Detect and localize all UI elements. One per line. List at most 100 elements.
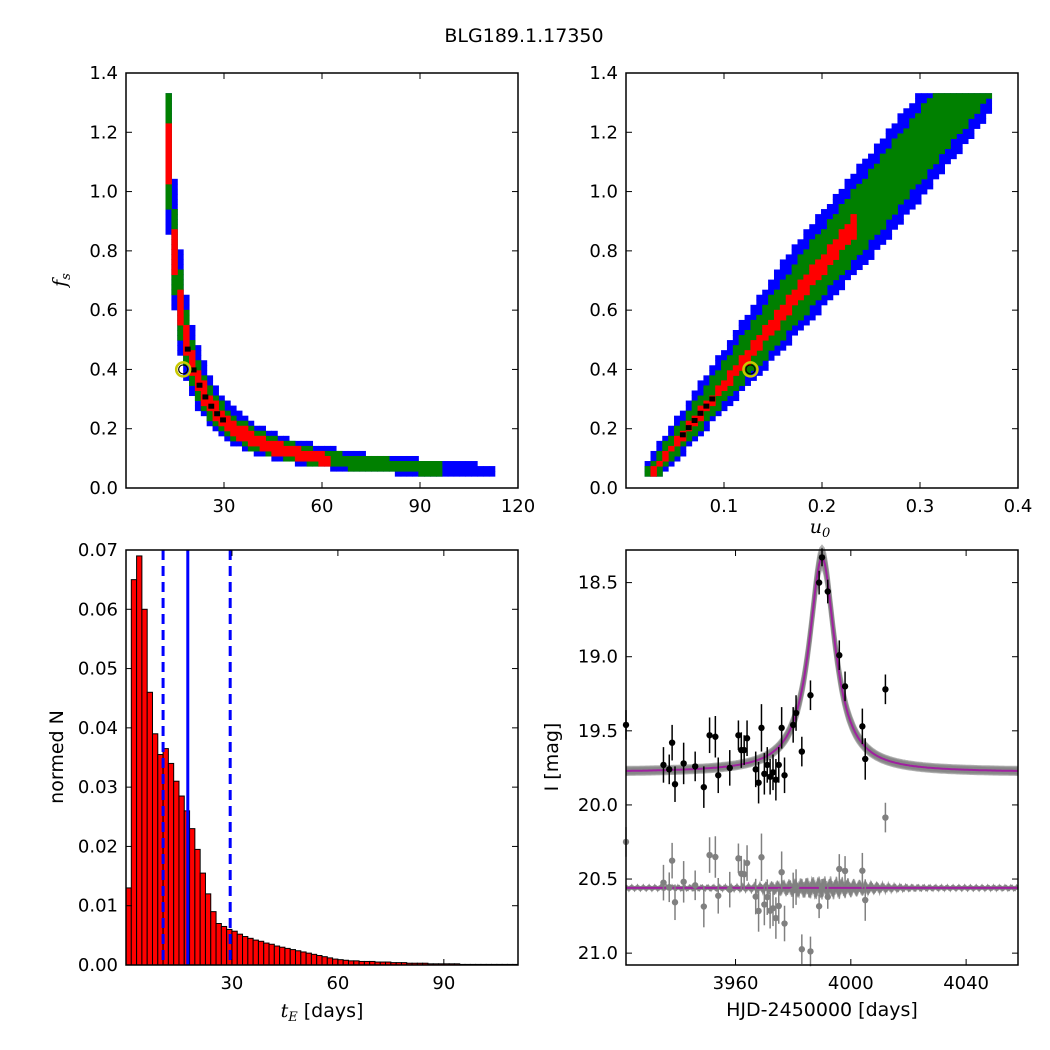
x-axis-label: HJD-2450000 [days] xyxy=(726,999,918,1021)
contour-3sigma-cell xyxy=(189,324,196,331)
residual-point xyxy=(841,867,849,875)
contour-2sigma-cell xyxy=(832,229,840,235)
contour-1sigma-cell xyxy=(277,445,284,452)
contour-3sigma-cell xyxy=(832,198,840,205)
contour-2sigma-cell xyxy=(779,279,787,286)
contour-2sigma-cell xyxy=(732,350,740,356)
contour-2sigma-cell xyxy=(206,385,214,391)
panel-light-curve: 3960 4000 4040 18.5 19.0 19.5 20.0 20.5 21.0 I [… xyxy=(541,544,1019,1021)
residual-point xyxy=(726,886,733,893)
contour-2sigma-cell xyxy=(803,259,810,265)
contour-2sigma-cell xyxy=(944,143,951,150)
contour-1sigma-cell xyxy=(171,254,178,260)
contour-3sigma-cell xyxy=(926,93,934,99)
contour-1sigma-cell xyxy=(224,420,231,427)
contour-2sigma-cell xyxy=(171,209,178,215)
contour-2sigma-cell xyxy=(868,173,875,180)
residual-point xyxy=(755,907,762,915)
contour-3sigma-cell xyxy=(897,123,904,129)
contour-2sigma-cell xyxy=(165,93,172,99)
contour-2sigma-cell xyxy=(347,466,355,472)
contour-2sigma-cell xyxy=(377,466,384,472)
contour-1sigma-cell xyxy=(756,345,763,351)
contour-2sigma-cell xyxy=(662,440,669,447)
contour-3sigma-cell xyxy=(400,471,408,477)
x-tick-label: 90 xyxy=(409,496,432,517)
contour-2sigma-cell xyxy=(194,395,202,402)
contour-2sigma-cell xyxy=(956,93,963,99)
contour-2sigma-cell xyxy=(353,466,361,472)
contour-2sigma-cell xyxy=(885,163,893,170)
panel-frame xyxy=(625,549,1019,966)
contour-2sigma-cell xyxy=(932,118,940,124)
contour-2sigma-cell xyxy=(885,178,893,185)
contour-3sigma-cell xyxy=(791,254,798,260)
contour-3sigma-cell xyxy=(171,188,178,195)
contour-2sigma-cell xyxy=(821,279,828,286)
contour-3sigma-cell xyxy=(962,138,969,145)
contour-1sigma-cell xyxy=(253,440,261,447)
contour-2sigma-cell xyxy=(826,264,834,271)
contour-1sigma-cell xyxy=(838,234,846,240)
contour-2sigma-cell xyxy=(856,239,863,245)
contour-3sigma-cell xyxy=(768,289,775,296)
data-point xyxy=(671,780,679,788)
residual-point xyxy=(769,905,777,912)
y-tick-label: 1.2 xyxy=(89,122,118,143)
contour-3sigma-cell xyxy=(938,168,945,175)
contour-2sigma-cell xyxy=(685,410,693,417)
contour-2sigma-cell xyxy=(821,289,828,296)
contour-2sigma-cell xyxy=(674,445,681,452)
contour-2sigma-cell xyxy=(920,153,928,160)
contour-2sigma-cell xyxy=(791,279,798,286)
contour-3sigma-cell xyxy=(920,188,928,195)
contour-2sigma-cell xyxy=(365,461,372,467)
contour-3sigma-cell xyxy=(962,133,969,140)
contour-2sigma-cell xyxy=(868,168,875,175)
contour-2sigma-cell xyxy=(915,118,922,124)
contour-2sigma-cell xyxy=(791,314,798,321)
contour-2sigma-cell xyxy=(336,450,343,457)
contour-1sigma-cell xyxy=(224,415,231,422)
contour-2sigma-cell xyxy=(832,214,840,220)
contour-2sigma-cell xyxy=(726,365,734,371)
contour-2sigma-cell xyxy=(768,304,775,311)
contour-2sigma-cell xyxy=(756,330,763,336)
contour-2sigma-cell xyxy=(932,98,940,104)
contour-1sigma-cell xyxy=(200,380,208,386)
contour-2sigma-cell xyxy=(844,254,851,260)
contour-1sigma-cell xyxy=(236,435,243,442)
contour-2sigma-cell xyxy=(879,209,887,215)
contour-2sigma-cell xyxy=(697,420,704,427)
histogram-bar xyxy=(300,951,307,966)
histogram-bar xyxy=(220,925,228,966)
contour-3sigma-cell xyxy=(920,183,928,190)
contour-2sigma-cell xyxy=(189,380,196,386)
contour-1sigma-cell xyxy=(821,259,828,265)
histogram-bar xyxy=(194,848,201,966)
contour-1sigma-cell xyxy=(206,400,214,407)
contour-3sigma-cell xyxy=(944,158,951,165)
contour-3sigma-cell xyxy=(679,410,687,417)
contour-1sigma-cell xyxy=(821,269,828,276)
data-point xyxy=(700,783,708,791)
contour-3sigma-cell xyxy=(821,219,828,225)
x-tick-label: 4000 xyxy=(828,973,874,994)
contour-2sigma-cell xyxy=(862,204,869,210)
contour-2sigma-cell xyxy=(850,204,857,210)
contour-2sigma-cell xyxy=(862,234,869,240)
contour-3sigma-cell xyxy=(868,244,875,250)
contour-3sigma-cell xyxy=(915,103,922,109)
data-point xyxy=(792,709,800,717)
contour-2sigma-cell xyxy=(721,375,728,381)
contour-3sigma-cell xyxy=(709,365,716,371)
histogram-bar xyxy=(130,579,138,966)
contour-3sigma-cell xyxy=(341,466,349,472)
contour-3sigma-cell xyxy=(750,309,757,316)
contour-1sigma-cell xyxy=(165,173,172,180)
contour-3sigma-cell xyxy=(241,415,249,422)
residual-point xyxy=(781,920,788,927)
contour-2sigma-cell xyxy=(809,239,816,245)
contour-2sigma-cell xyxy=(691,405,699,412)
contour-2sigma-cell xyxy=(738,380,746,386)
